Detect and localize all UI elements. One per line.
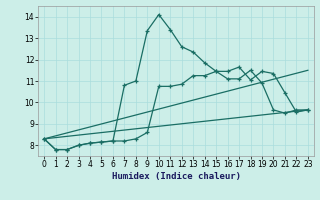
X-axis label: Humidex (Indice chaleur): Humidex (Indice chaleur) (111, 172, 241, 181)
